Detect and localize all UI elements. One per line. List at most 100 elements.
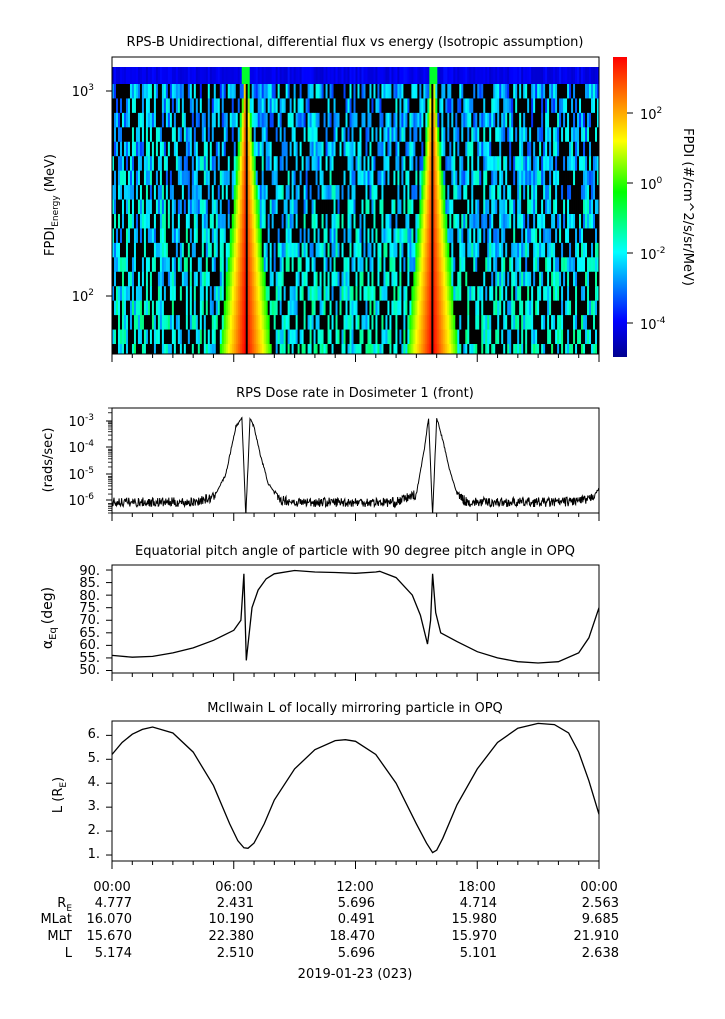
heatmap-cell: [219, 329, 223, 345]
heatmap-cell: [381, 98, 384, 114]
heatmap-cell: [427, 315, 430, 330]
heatmap-cell: [299, 214, 303, 229]
heatmap-cell: [397, 315, 400, 330]
heatmap-cell: [571, 199, 574, 215]
heatmap-cell: [453, 286, 456, 302]
heatmap-cell: [453, 84, 456, 99]
heatmap-cell: [255, 170, 259, 186]
heatmap-cell: [253, 84, 257, 99]
heatmap-cell: [551, 214, 554, 229]
heatmap-cell: [243, 141, 247, 157]
heatmap-cell: [143, 344, 147, 354]
heatmap-cell: [493, 141, 496, 157]
heatmap-cell: [187, 300, 191, 316]
heatmap-cell: [283, 141, 287, 157]
heatmap-cell: [431, 170, 434, 186]
heatmap-cell: [541, 98, 544, 114]
heatmap-cell: [543, 344, 546, 354]
heatmap-cell: [497, 98, 500, 114]
heatmap-cell: [225, 84, 229, 99]
heatmap-cell: [357, 228, 360, 244]
heatmap-cell: [401, 156, 404, 172]
heatmap-cell: [213, 98, 217, 114]
heatmap-cell: [169, 170, 173, 186]
heatmap-cell: [591, 329, 594, 345]
heatmap-cell: [537, 257, 540, 273]
heatmap-cell: [465, 300, 468, 316]
heatmap-cell: [533, 170, 536, 186]
heatmap-cell: [213, 329, 217, 345]
heatmap-cell: [225, 214, 229, 229]
heatmap-cell: [389, 300, 392, 316]
heatmap-cell: [445, 112, 448, 128]
heatmap-cell: [121, 228, 125, 244]
heatmap-cell: [185, 98, 189, 114]
heatmap-cell: [371, 286, 374, 302]
heatmap-cell: [489, 300, 492, 316]
heatmap-cell: [277, 141, 281, 157]
heatmap-cell: [489, 141, 492, 157]
heatmap-cell: [161, 344, 165, 354]
heatmap-cell: [112, 67, 115, 85]
heatmap-cell: [153, 315, 157, 330]
heatmap-cell: [223, 344, 227, 354]
heatmap-cell: [213, 67, 217, 85]
heatmap-cell: [555, 141, 558, 157]
heatmap-cell: [363, 286, 366, 302]
heatmap-cell: [229, 98, 233, 114]
heatmap-cell: [303, 344, 307, 354]
heatmap-cell: [583, 257, 586, 273]
heatmap-cell: [515, 112, 518, 128]
heatmap-cell: [135, 67, 139, 85]
heatmap-cell: [225, 170, 229, 186]
heatmap-cell: [431, 214, 434, 229]
heatmap-cell: [491, 112, 494, 128]
heatmap-cell: [373, 156, 376, 172]
heatmap-cell: [379, 141, 382, 157]
heatmap-cell: [263, 127, 267, 143]
heatmap-cell: [505, 257, 508, 273]
heatmap-cell: [315, 344, 318, 354]
heatmap-cell: [541, 84, 544, 99]
heatmap-cell: [435, 286, 438, 302]
heatmap-cell: [131, 185, 135, 200]
heatmap-cell: [141, 344, 145, 354]
heatmap-cell: [573, 170, 576, 186]
heatmap-cell: [485, 329, 488, 345]
heatmap-cell: [425, 257, 428, 273]
heatmap-cell: [271, 271, 275, 287]
heatmap-cell: [259, 112, 263, 128]
heatmap-cell: [325, 329, 328, 345]
heatmap-cell: [483, 300, 486, 316]
heatmap-cell: [153, 242, 157, 258]
heatmap-cell: [195, 329, 199, 345]
heatmap-cell: [443, 98, 446, 114]
heatmap-cell: [303, 185, 307, 200]
y-tick-label: 10-4: [68, 439, 94, 456]
heatmap-cell: [383, 257, 386, 273]
heatmap-cell: [319, 286, 322, 302]
heatmap-cell: [271, 67, 275, 85]
heatmap-cell: [125, 300, 129, 316]
heatmap-cell: [567, 271, 570, 287]
heatmap-cell: [191, 271, 195, 287]
heatmap-cell: [319, 271, 322, 287]
heatmap-cell: [407, 315, 410, 330]
heatmap-cell: [295, 170, 299, 186]
heatmap-cell: [257, 112, 261, 128]
heatmap-cell: [209, 199, 213, 215]
heatmap-cell: [445, 257, 448, 273]
heatmap-cell: [287, 344, 291, 354]
heatmap-cell: [237, 112, 241, 128]
heatmap-cell: [425, 156, 428, 172]
heatmap-cell: [181, 271, 185, 287]
heatmap-cell: [383, 67, 386, 85]
heatmap-cell: [323, 242, 326, 258]
heatmap-cell: [297, 185, 301, 200]
heatmap-cell: [469, 98, 472, 114]
heatmap-cell: [112, 156, 115, 172]
heatmap-cell: [407, 329, 410, 345]
heatmap-cell: [247, 67, 251, 85]
heatmap-cell: [477, 127, 480, 143]
heatmap-cell: [201, 185, 205, 200]
